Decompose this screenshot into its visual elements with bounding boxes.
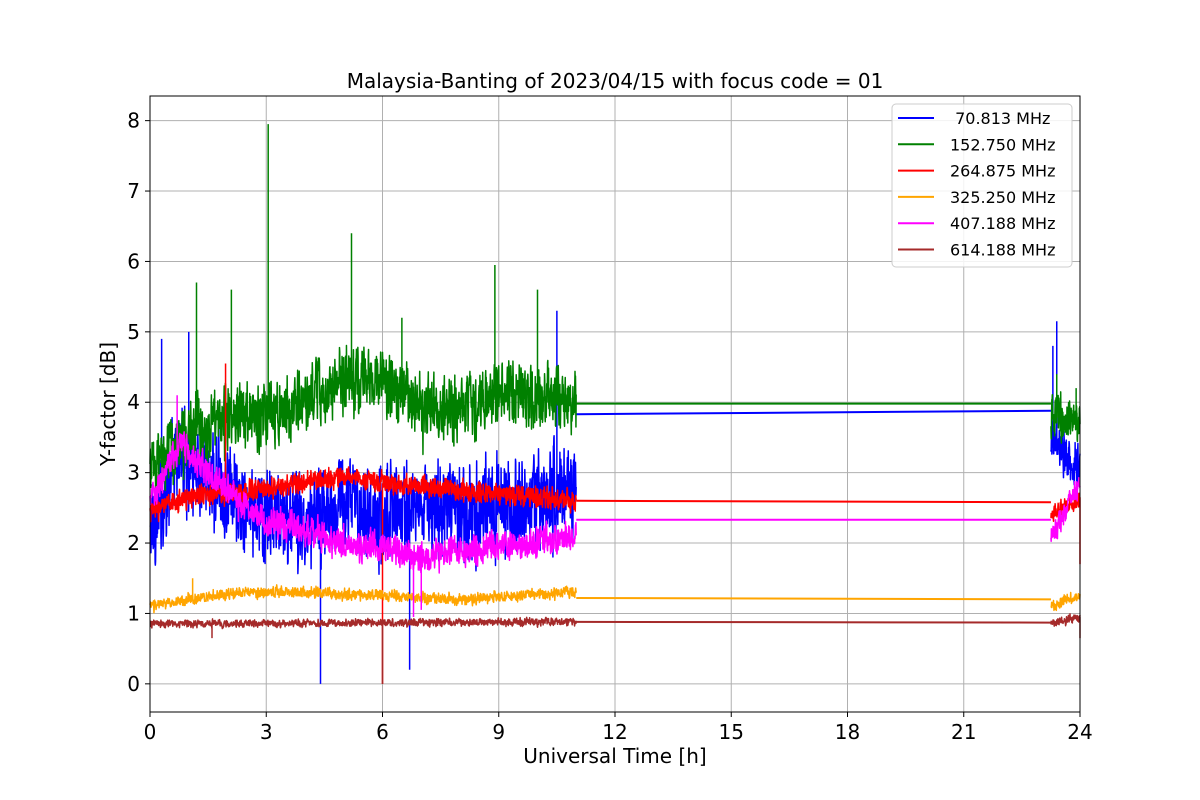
legend-label: 325.250 MHz (950, 188, 1055, 207)
series-2 (149, 124, 1081, 501)
y-tick-label: 8 (127, 109, 140, 133)
series-line-day (149, 124, 577, 501)
series-line-end (1050, 591, 1081, 612)
legend: 70.813 MHz 152.750 MHz 264.875 MHz 325.250 … (891, 103, 1073, 268)
series-line-day (149, 395, 577, 617)
y-tick-label: 2 (127, 531, 140, 555)
x-tick-label: 0 (144, 720, 157, 744)
series-line-day (149, 578, 577, 614)
series-line-gap (576, 596, 1051, 601)
series-4 (149, 578, 1081, 614)
series-line-day (149, 616, 577, 684)
x-tick-label: 6 (376, 720, 389, 744)
legend-label: 264.875 MHz (950, 162, 1055, 181)
x-tick-label: 21 (951, 720, 976, 744)
series-line-gap (576, 499, 1051, 504)
series-line-gap (576, 620, 1051, 624)
series-line-day (149, 310, 577, 684)
x-tick-label: 18 (835, 720, 860, 744)
series-5 (149, 395, 1081, 617)
y-axis: 0 1 2 3 4 5 6 7 8 (127, 109, 150, 696)
legend-label: 407.188 MHz (950, 214, 1055, 233)
x-tick-label: 3 (260, 720, 273, 744)
y-tick-label: 5 (127, 320, 140, 344)
series-line-gap (576, 409, 1051, 416)
x-axis: 0 3 6 9 12 15 18 21 24 (144, 712, 1093, 744)
y-tick-label: 6 (127, 249, 140, 273)
legend-label: 614.188 MHz (950, 241, 1055, 260)
y-tick-label: 0 (127, 672, 140, 696)
legend-box (891, 103, 1073, 268)
x-tick-label: 15 (719, 720, 744, 744)
y-tick-label: 4 (127, 390, 140, 414)
y-tick-label: 7 (127, 179, 140, 203)
y-tick-label: 3 (127, 461, 140, 485)
y-axis-label: Y-factor [dB] (96, 342, 120, 467)
legend-label: 70.813 MHz (950, 109, 1050, 128)
legend-label: 152.750 MHz (950, 135, 1055, 154)
y-tick-label: 1 (127, 601, 140, 625)
x-tick-label: 24 (1067, 720, 1092, 744)
x-tick-label: 12 (602, 720, 627, 744)
series-6 (149, 613, 1081, 684)
series-line-end (1050, 374, 1081, 444)
x-tick-label: 9 (492, 720, 505, 744)
x-axis-label: Universal Time [h] (523, 744, 706, 768)
series-line-end (1050, 477, 1081, 543)
chart-title: Malaysia-Banting of 2023/04/15 with focu… (347, 69, 884, 93)
series-1 (149, 310, 1081, 684)
